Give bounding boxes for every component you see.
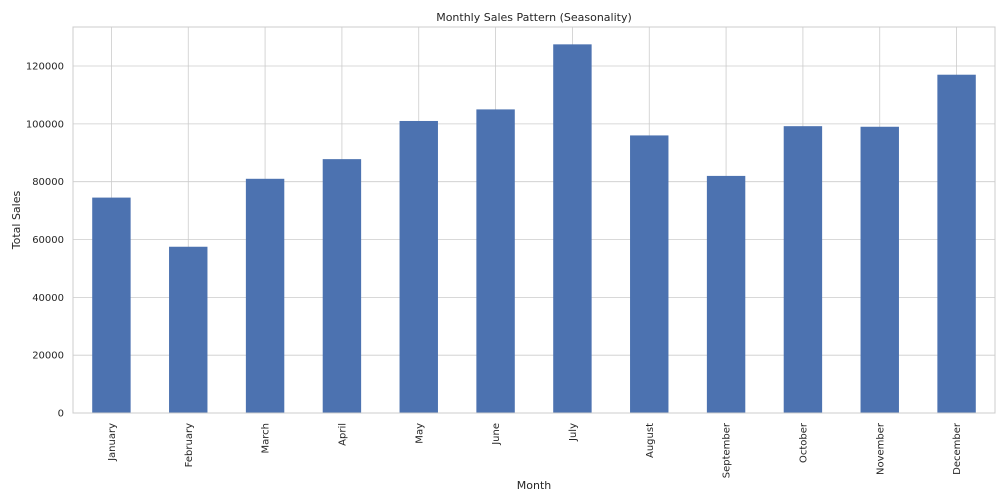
x-tick-label: August <box>645 423 656 458</box>
bar-november <box>860 126 899 413</box>
chart-title: Monthly Sales Pattern (Seasonality) <box>436 11 632 24</box>
y-tick-label: 120000 <box>26 62 64 73</box>
x-tick-label: December <box>952 422 963 475</box>
x-tick-label: January <box>107 423 118 462</box>
y-axis-label: Total Sales <box>10 191 23 251</box>
y-tick-label: 0 <box>58 409 64 420</box>
x-tick-label: March <box>261 423 272 453</box>
bar-august <box>630 135 669 413</box>
bar-december <box>937 74 976 414</box>
x-axis-label: Month <box>517 479 552 492</box>
bar-february <box>169 246 208 413</box>
bar-march <box>245 178 285 413</box>
x-tick-label: June <box>491 423 502 446</box>
y-tick-label: 100000 <box>26 119 64 130</box>
x-tick-labels: January February March April May June July Augu… <box>107 422 963 478</box>
bar-july <box>553 44 592 413</box>
x-tick-label: October <box>798 422 809 463</box>
grid-layer <box>73 27 995 414</box>
y-tick-labels: 0 20000 40000 60000 80000 100000 120000 <box>26 62 64 420</box>
bar-october <box>783 126 823 413</box>
bar-september <box>706 175 746 413</box>
bar-june <box>476 109 515 414</box>
y-tick-label: 20000 <box>32 351 64 362</box>
x-tick-label: May <box>414 423 425 444</box>
x-tick-label: April <box>337 423 348 446</box>
x-tick-label: July <box>568 423 579 442</box>
y-tick-label: 60000 <box>32 235 64 246</box>
bar-may <box>399 120 438 414</box>
x-tick-label: September <box>722 422 733 478</box>
y-tick-label: 40000 <box>32 293 64 304</box>
bar-january <box>92 197 131 413</box>
bar-layer <box>92 44 976 414</box>
x-tick-label: February <box>184 423 195 467</box>
x-tick-label: November <box>875 422 886 475</box>
bar-april <box>322 159 362 413</box>
y-tick-label: 80000 <box>32 177 64 188</box>
plot-frame <box>72 26 996 414</box>
